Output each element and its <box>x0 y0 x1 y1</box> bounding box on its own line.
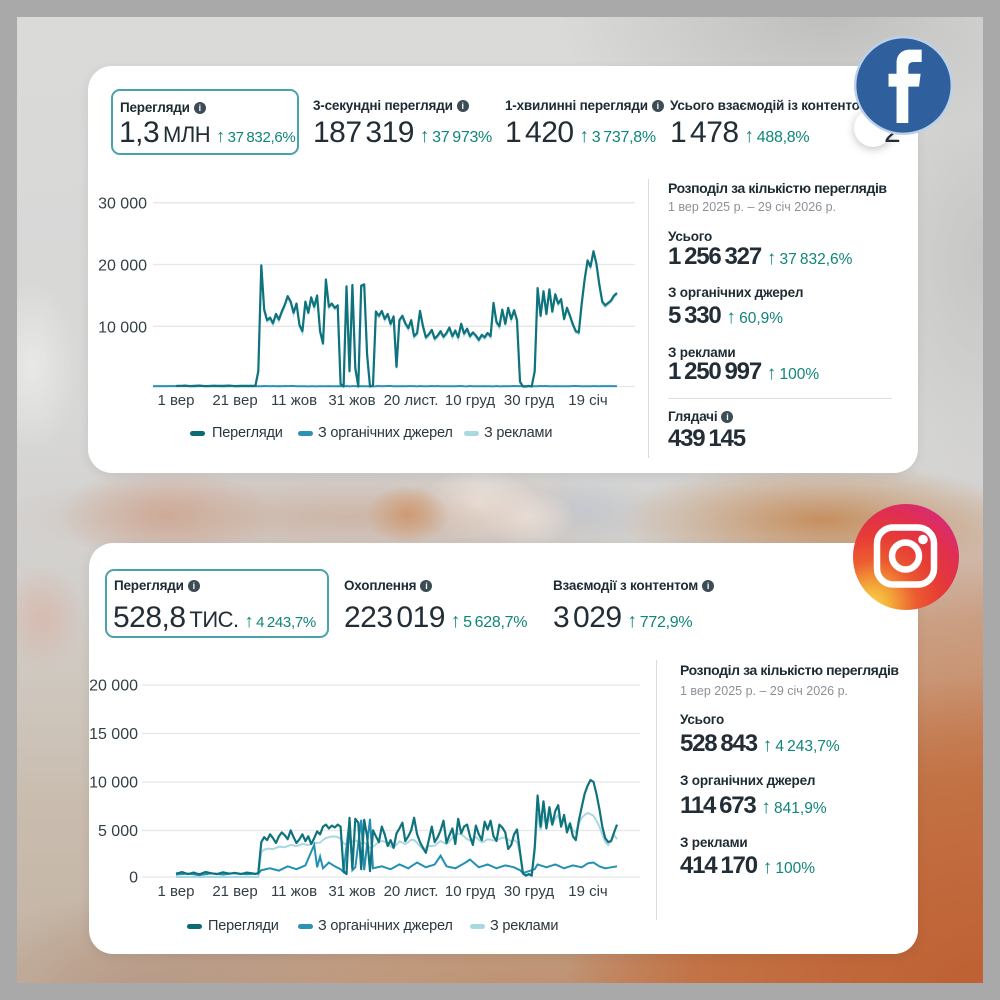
svg-text:19 січ: 19 січ <box>568 392 608 409</box>
svg-text:20 лист.: 20 лист. <box>384 883 439 900</box>
svg-text:10 груд: 10 груд <box>445 883 495 900</box>
svg-text:20 000: 20 000 <box>98 258 147 275</box>
svg-text:10 груд: 10 груд <box>445 392 495 409</box>
svg-text:1 вер: 1 вер <box>158 392 195 409</box>
svg-text:31 жов: 31 жов <box>328 883 375 900</box>
svg-text:20 000: 20 000 <box>90 678 138 695</box>
svg-text:21 вер: 21 вер <box>212 883 257 900</box>
svg-text:20 лист.: 20 лист. <box>384 392 439 409</box>
svg-text:30 000: 30 000 <box>98 196 147 213</box>
svg-text:19 січ: 19 січ <box>568 883 608 900</box>
svg-text:30 груд: 30 груд <box>504 392 554 409</box>
svg-text:31 жов: 31 жов <box>328 392 375 409</box>
svg-text:10 000: 10 000 <box>90 775 138 792</box>
svg-text:5 000: 5 000 <box>98 823 138 840</box>
svg-text:21 вер: 21 вер <box>212 392 257 409</box>
svg-text:1 вер: 1 вер <box>158 883 195 900</box>
svg-text:0: 0 <box>129 870 138 887</box>
svg-text:11 жов: 11 жов <box>271 392 317 409</box>
svg-text:30 груд: 30 груд <box>504 883 554 900</box>
svg-text:15 000: 15 000 <box>90 726 138 743</box>
svg-text:11 жов: 11 жов <box>271 883 317 900</box>
svg-text:10 000: 10 000 <box>98 319 147 336</box>
